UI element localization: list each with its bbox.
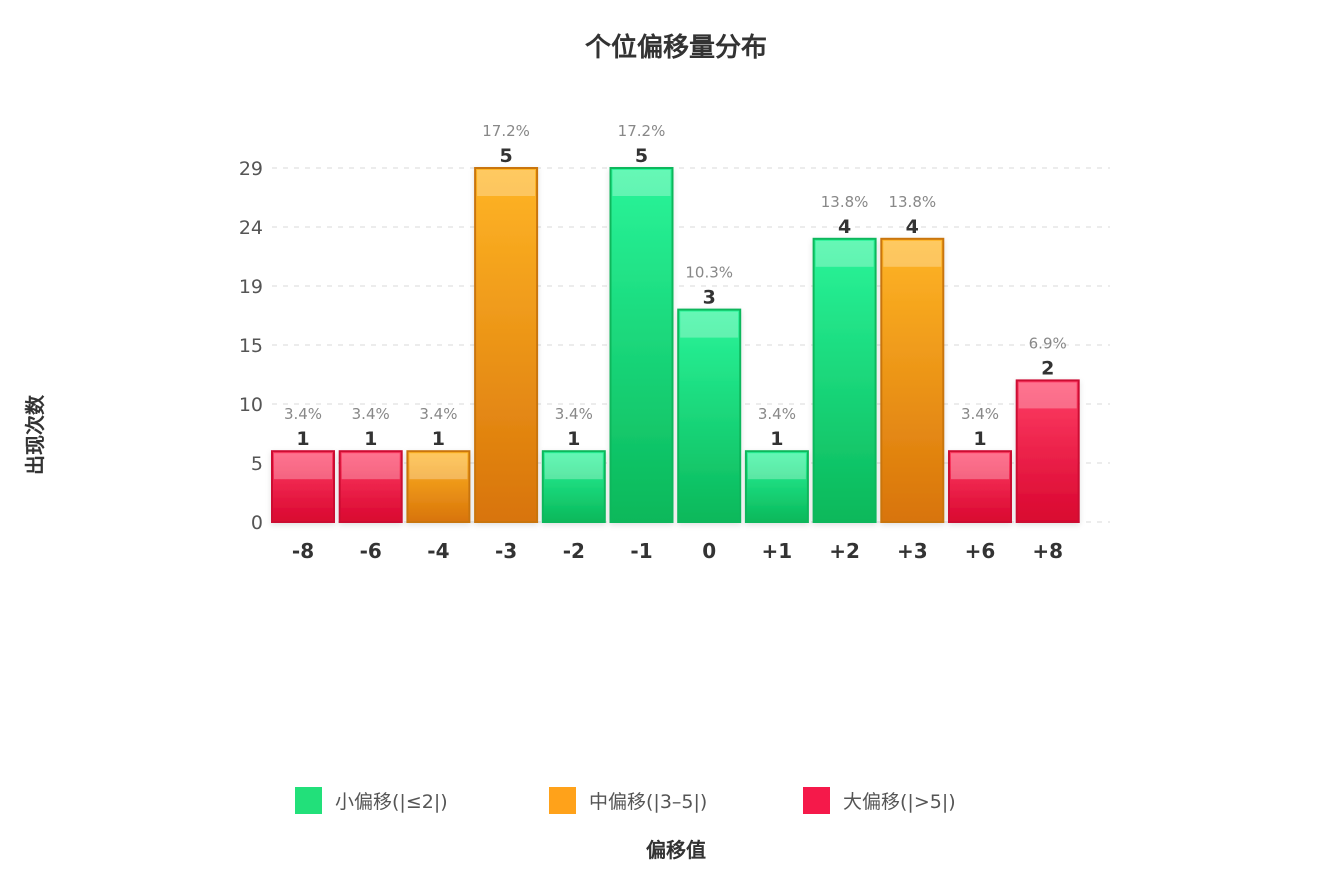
bar-percent-label: 6.9% <box>1029 334 1067 352</box>
y-tick-label: 15 <box>239 335 263 357</box>
x-tick-label: -2 <box>563 539 585 563</box>
bar--1 <box>609 167 674 523</box>
y-tick-label: 10 <box>239 394 263 416</box>
bar-highlight <box>612 170 671 196</box>
bar-count-label: 1 <box>973 428 986 450</box>
x-tick-label: 0 <box>702 539 716 563</box>
x-tick-label: +3 <box>897 539 928 563</box>
bar <box>474 167 539 523</box>
y-tick-label: 5 <box>251 453 263 475</box>
bar <box>744 450 809 524</box>
bar-+6 <box>948 450 1012 524</box>
y-axis-label: 出现次数 <box>23 394 47 475</box>
y-tick-label: 24 <box>239 217 263 239</box>
bar-highlight <box>477 170 536 196</box>
x-tick-label: +6 <box>965 539 996 563</box>
bar-count-label: 5 <box>499 145 512 167</box>
bar-+2 <box>812 237 877 524</box>
x-axis-ticks: -8 -6 -4 -3 -2 -1 0 +1 +2 +3 +6 +8 <box>292 539 1063 563</box>
bar <box>406 450 471 524</box>
bar-count-label: 4 <box>838 216 851 238</box>
bar-percent-label: 17.2% <box>618 122 666 140</box>
bar-count-label: 4 <box>906 216 919 238</box>
x-tick-label: +1 <box>762 539 793 563</box>
bar <box>338 450 403 524</box>
x-tick-label: -1 <box>630 539 652 563</box>
bar--3 <box>474 167 539 523</box>
bar-percent-label: 10.3% <box>685 264 733 282</box>
legend-label: 小偏移(|≤2|) <box>335 791 448 813</box>
legend-item-small: 小偏移(|≤2|) <box>295 787 448 814</box>
bar <box>609 167 674 523</box>
x-axis-label: 偏移值 <box>646 838 706 862</box>
legend-swatch <box>549 787 576 814</box>
bar--2 <box>541 450 606 524</box>
bar-count-label: 1 <box>364 428 377 450</box>
bar-percent-label: 17.2% <box>482 122 530 140</box>
legend-item-large: 大偏移(|>5|) <box>803 787 956 814</box>
bar-percent-label: 3.4% <box>419 405 457 423</box>
bar-highlight <box>815 240 874 267</box>
bar-percent-label: 3.4% <box>555 405 593 423</box>
bar-count-label: 3 <box>703 287 716 309</box>
bar-+3 <box>880 237 945 524</box>
bar--6 <box>338 450 403 524</box>
bar-highlight <box>544 453 603 480</box>
bar <box>677 308 742 523</box>
bar-count-label: 1 <box>770 428 783 450</box>
bar-highlight <box>680 311 739 338</box>
bar-percent-label: 3.4% <box>352 405 390 423</box>
bars <box>271 167 1080 524</box>
y-tick-label: 19 <box>239 276 263 298</box>
bar <box>948 450 1012 524</box>
bar <box>541 450 606 524</box>
bar-count-label: 1 <box>432 428 445 450</box>
bar-highlight <box>274 453 332 480</box>
bar-labels: 13.4%13.4%13.4%517.2%13.4%517.2%310.3%13… <box>284 122 1067 450</box>
bar-+1 <box>744 450 809 524</box>
bar--8 <box>271 450 335 524</box>
legend-label: 中偏移(|3–5|) <box>589 791 707 813</box>
bar-count-label: 5 <box>635 145 648 167</box>
x-tick-label: -8 <box>292 539 314 563</box>
legend: 小偏移(|≤2|) 中偏移(|3–5|) 大偏移(|>5|) <box>295 787 956 814</box>
bar <box>880 237 945 524</box>
bar <box>812 237 877 524</box>
bar-highlight <box>409 453 468 480</box>
bar-count-label: 2 <box>1041 357 1054 379</box>
bar-highlight <box>1018 382 1077 409</box>
legend-label: 大偏移(|>5|) <box>843 791 956 813</box>
legend-swatch <box>803 787 830 814</box>
y-axis-ticks: 0 5 10 15 19 24 29 <box>239 158 263 534</box>
y-tick-label: 29 <box>239 158 263 180</box>
bar-count-label: 1 <box>296 428 309 450</box>
bar-percent-label: 13.8% <box>821 193 869 211</box>
y-tick-label: 0 <box>251 512 263 534</box>
bar-count-label: 1 <box>567 428 580 450</box>
x-tick-label: +2 <box>829 539 860 563</box>
bar-highlight <box>747 453 806 480</box>
bar-0 <box>677 308 742 523</box>
chart-title: 个位偏移量分布 <box>585 32 767 63</box>
bar-percent-label: 13.8% <box>888 193 936 211</box>
x-tick-label: -6 <box>360 539 382 563</box>
x-tick-label: -4 <box>427 539 449 563</box>
legend-item-medium: 中偏移(|3–5|) <box>549 787 707 814</box>
bar-highlight <box>883 240 942 267</box>
x-tick-label: -3 <box>495 539 517 563</box>
bar <box>271 450 335 524</box>
bar-percent-label: 3.4% <box>961 405 999 423</box>
bar-percent-label: 3.4% <box>284 405 322 423</box>
bar--4 <box>406 450 471 524</box>
bar-+8 <box>1015 379 1080 523</box>
bar-highlight <box>951 453 1009 480</box>
bar <box>1015 379 1080 523</box>
legend-swatch <box>295 787 322 814</box>
bar-highlight <box>341 453 400 480</box>
bar-percent-label: 3.4% <box>758 405 796 423</box>
x-tick-label: +8 <box>1032 539 1063 563</box>
